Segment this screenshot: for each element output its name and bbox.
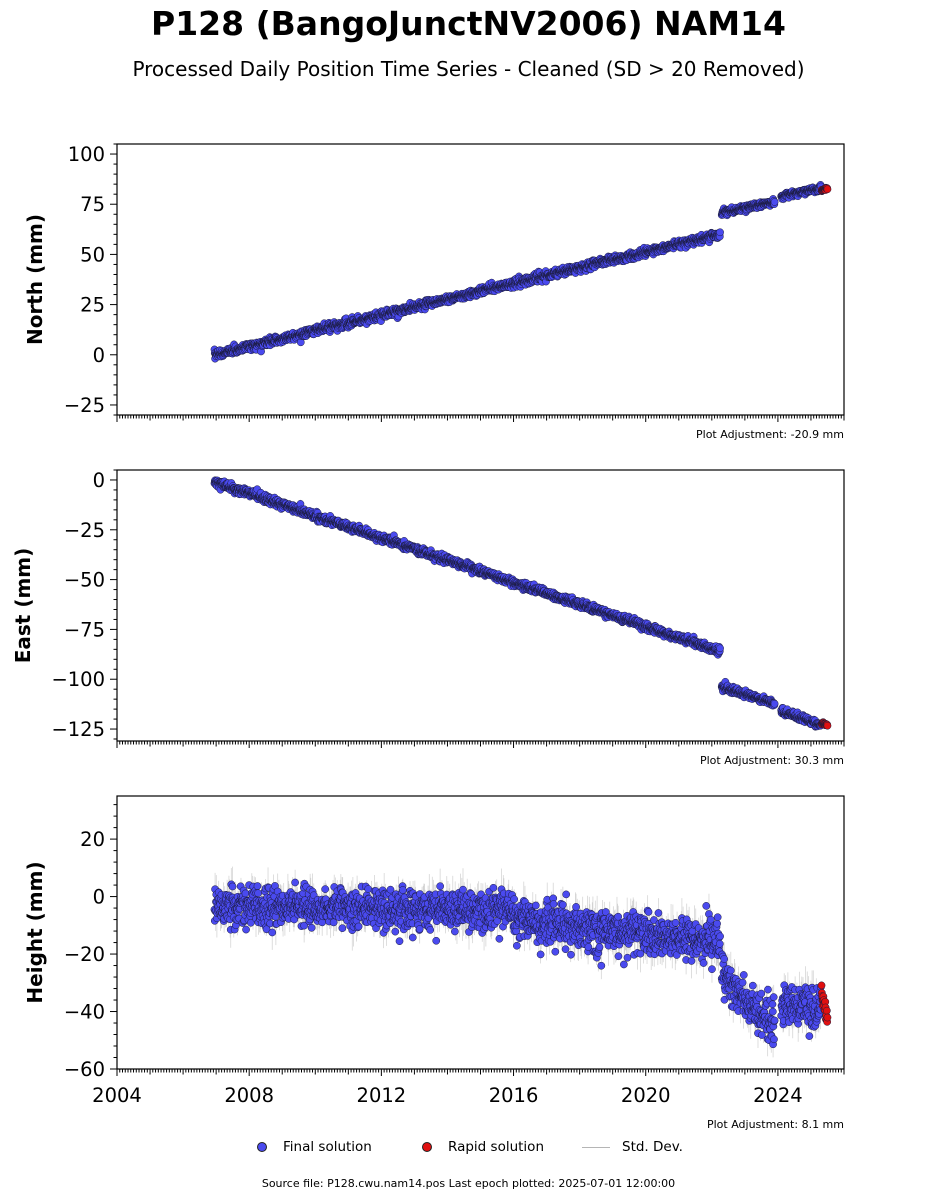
axes-frame-north: [116, 143, 845, 416]
y-tick-label: 25: [80, 294, 105, 317]
y-tick-label: 100: [68, 143, 105, 166]
data-points-east: [210, 476, 832, 731]
final-solution-point: [716, 228, 724, 237]
plot-area-north: [210, 181, 832, 363]
y-tick-label: −25: [64, 394, 105, 417]
y-tick-label: 75: [80, 193, 105, 216]
plot-area-east: [210, 476, 832, 731]
panel-north: −25 0 25 50 75 100 North (mm): [23, 143, 845, 422]
data-points-north: [210, 181, 832, 363]
final-solution-point: [770, 198, 779, 206]
y-tick-label: 50: [80, 243, 105, 266]
y-axis-label-north: North (mm): [23, 214, 47, 345]
y-tick-label: 0: [93, 344, 105, 367]
chart-subtitle: Processed Daily Position Time Series - C…: [132, 57, 805, 81]
rapid-solution-point: [823, 185, 832, 194]
chart-title: P128 (BangoJunctNV2006) NAM14: [151, 4, 786, 43]
